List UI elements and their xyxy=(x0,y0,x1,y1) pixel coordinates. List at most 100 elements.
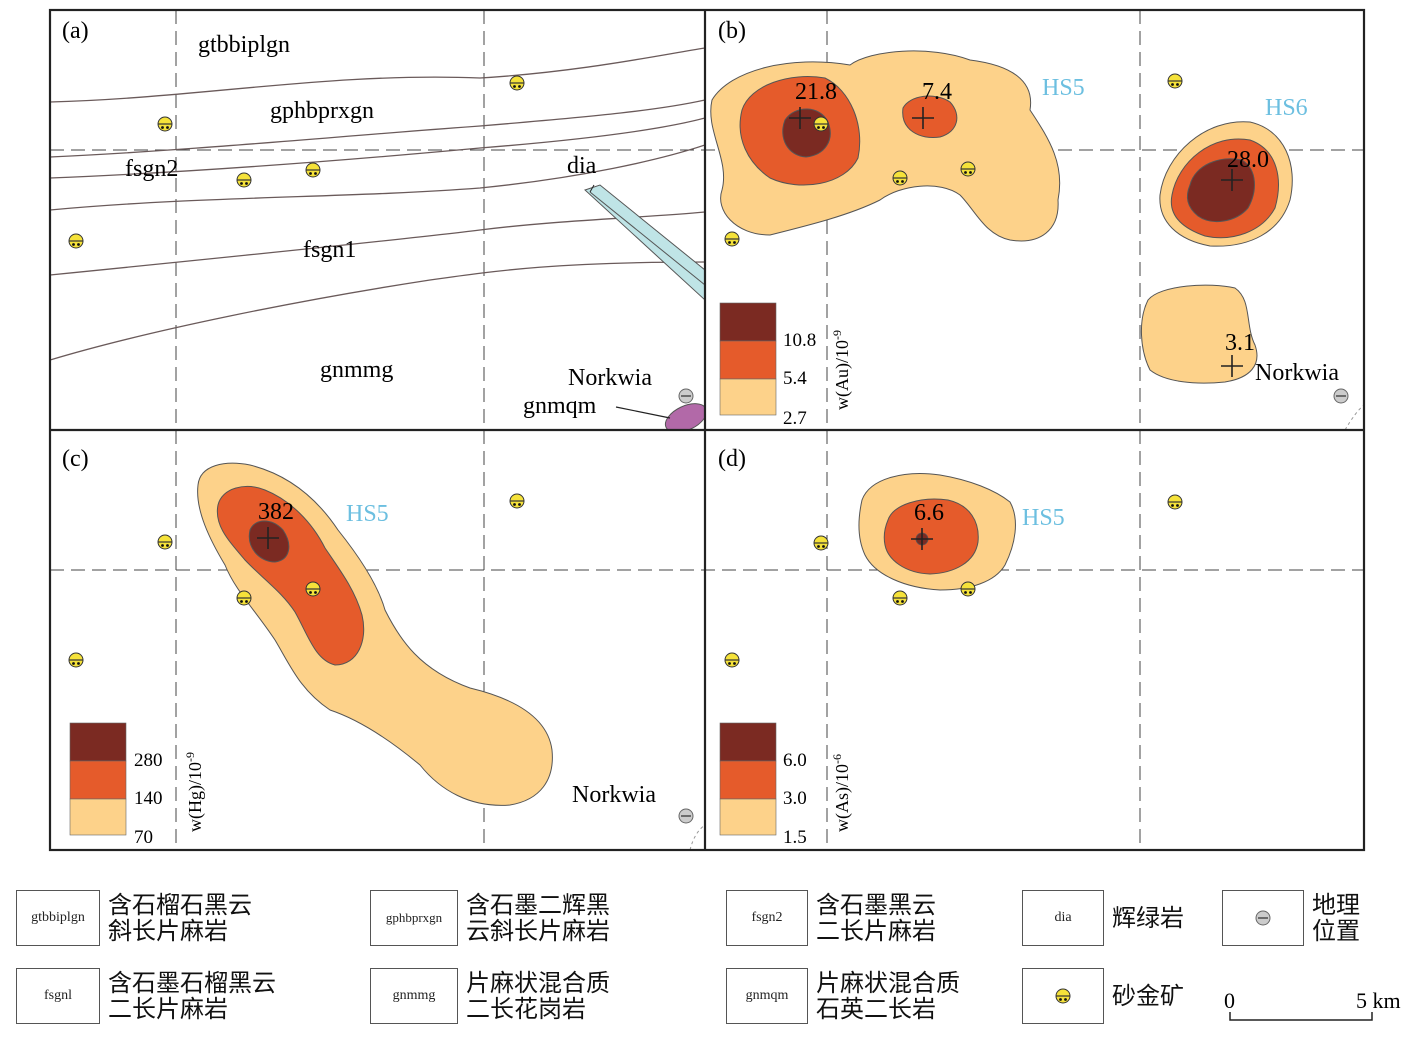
anomaly-label: HS5 xyxy=(1022,505,1065,531)
legend-swatch: gnmqm xyxy=(726,968,808,1024)
diabase-dike xyxy=(584,184,705,301)
legend-text: 片麻状混合质 石英二长岩 xyxy=(816,969,960,1023)
unit-label: gnmqm xyxy=(523,393,597,419)
peak-value: 28.0 xyxy=(1227,147,1269,173)
panel-c-label: (c) xyxy=(62,446,89,472)
place-label: Norkwia xyxy=(1255,360,1339,386)
legend-text: 辉绿岩 xyxy=(1112,904,1184,932)
unit-label: gphbprxgn xyxy=(270,98,374,124)
legend-swatch xyxy=(1222,890,1304,946)
legend-text: 含石榴石黑云 斜长片麻岩 xyxy=(108,891,252,945)
placer-gold-icon xyxy=(157,116,173,132)
anomaly-label: HS5 xyxy=(346,501,389,527)
placer-gold-icon xyxy=(157,534,173,550)
unit-label: fsgn1 xyxy=(303,237,356,263)
unit-label: gnmmg xyxy=(320,357,393,383)
legend-swatch: gtbbiplgn xyxy=(16,890,100,946)
legend-swatch xyxy=(1022,968,1104,1024)
legend-text: 含石墨石榴黑云 二长片麻岩 xyxy=(108,969,276,1023)
place-label: Norkwia xyxy=(572,782,656,808)
placer-gold-icon xyxy=(68,652,84,668)
legend-item-fsgn2: fsgn2 含石墨黑云 二长片麻岩 xyxy=(726,890,936,946)
placer-gold-icon xyxy=(892,170,908,186)
anomaly-label: HS6 xyxy=(1265,95,1308,121)
panel-d-label: (d) xyxy=(718,446,746,472)
placer-gold-icon xyxy=(305,581,321,597)
placer-gold-icon xyxy=(305,162,321,178)
placer-gold-icon xyxy=(724,652,740,668)
legend-swatch: fsgnl xyxy=(16,968,100,1024)
placer-gold-icon xyxy=(892,590,908,606)
scale-end: 5 km xyxy=(1356,990,1401,1013)
placer-gold-icon xyxy=(813,535,829,551)
placer-gold-icon xyxy=(1055,988,1071,1004)
placer-gold-icon xyxy=(509,75,525,91)
placer-gold-icon xyxy=(1167,494,1183,510)
legend-text: 含石墨二辉黑 云斜长片麻岩 xyxy=(466,891,610,945)
placer-gold-icon xyxy=(960,581,976,597)
legend-value: 140 xyxy=(134,788,163,809)
legend-axis-title: w(Au)/10-9 xyxy=(830,330,853,410)
peak-value: 21.8 xyxy=(795,79,837,105)
legend-text: 地理 位置 xyxy=(1312,891,1360,945)
legend-value: 2.7 xyxy=(783,408,807,429)
peak-value: 3.1 xyxy=(1225,330,1255,356)
legend-axis-title: w(As)/10-6 xyxy=(830,754,853,832)
legend-item-gphbprxgn: gphbprxgn 含石墨二辉黑 云斜长片麻岩 xyxy=(370,890,610,946)
panel-b-label: (b) xyxy=(718,18,746,44)
legend-item-gnmmg: gnmmg 片麻状混合质 二长花岗岩 xyxy=(370,968,610,1024)
peak-value: 382 xyxy=(258,499,294,525)
legend-item-fsgnl: fsgnl 含石墨石榴黑云 二长片麻岩 xyxy=(16,968,276,1024)
legend-swatch: gphbprxgn xyxy=(370,890,458,946)
unit-label: dia xyxy=(567,153,597,179)
panel-a-geology xyxy=(50,47,705,430)
svg-text:w(Au)/10-9: w(Au)/10-9 xyxy=(830,330,853,410)
map-legend: gtbbiplgn 含石榴石黑云 斜长片麻岩 gphbprxgn 含石墨二辉黑 … xyxy=(0,870,1417,1040)
placer-gold-icon xyxy=(813,116,829,132)
legend-value: 5.4 xyxy=(783,368,807,389)
location-icon xyxy=(678,808,694,824)
panel-c-hg xyxy=(68,462,705,850)
gnmqm-body xyxy=(664,403,705,430)
panel-b-au xyxy=(710,50,1364,430)
unit-label: fsgn2 xyxy=(125,156,178,182)
panel-frames xyxy=(48,8,1366,852)
legend-item-dia: dia 辉绿岩 xyxy=(1022,890,1184,946)
legend-text: 砂金矿 xyxy=(1112,982,1184,1010)
placer-gold-icon xyxy=(1167,73,1183,89)
legend-value: 70 xyxy=(134,827,153,848)
legend-swatch: gnmmg xyxy=(370,968,458,1024)
placer-gold-icon xyxy=(724,231,740,247)
panel-d-as xyxy=(719,473,1183,836)
svg-text:w(As)/10-6: w(As)/10-6 xyxy=(830,754,853,832)
legend-value: 10.8 xyxy=(783,330,816,351)
scale-bar: 0 5 km xyxy=(1224,990,1401,1021)
placer-gold-icon xyxy=(236,172,252,188)
placer-gold-icon xyxy=(236,590,252,606)
location-icon xyxy=(678,388,694,404)
anomaly-label: HS5 xyxy=(1042,75,1085,101)
peak-value: 6.6 xyxy=(914,500,944,526)
panel-a-label: (a) xyxy=(62,18,89,44)
legend-swatch: fsgn2 xyxy=(726,890,808,946)
location-icon xyxy=(1333,388,1349,404)
location-icon xyxy=(1255,910,1271,926)
legend-text: 片麻状混合质 二长花岗岩 xyxy=(466,969,610,1023)
placer-gold-icon xyxy=(960,161,976,177)
legend-item-gnmqm: gnmqm 片麻状混合质 石英二长岩 xyxy=(726,968,960,1024)
scale-start: 0 xyxy=(1224,990,1235,1013)
legend-item-gtbbiplgn: gtbbiplgn 含石榴石黑云 斜长片麻岩 xyxy=(16,890,252,946)
legend-text: 含石墨黑云 二长片麻岩 xyxy=(816,891,936,945)
legend-value: 280 xyxy=(134,750,163,771)
unit-label: gtbbiplgn xyxy=(198,32,290,58)
legend-value: 1.5 xyxy=(783,827,807,848)
placer-gold-icon xyxy=(68,233,84,249)
legend-value: 3.0 xyxy=(783,788,807,809)
placer-gold-icon xyxy=(509,493,525,509)
legend-item-placer-gold: 砂金矿 xyxy=(1022,968,1184,1024)
legend-swatch: dia xyxy=(1022,890,1104,946)
legend-item-location: 地理 位置 xyxy=(1222,890,1360,946)
peak-value: 7.4 xyxy=(922,79,952,105)
place-label: Norkwia xyxy=(568,365,652,391)
svg-text:w(Hg)/10-9: w(Hg)/10-9 xyxy=(183,752,206,832)
